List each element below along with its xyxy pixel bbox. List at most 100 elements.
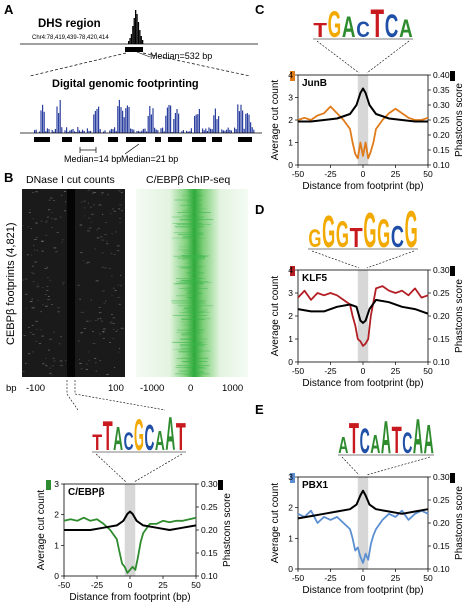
dgf-bar xyxy=(238,111,240,133)
dnase-cut-mark xyxy=(95,370,98,372)
chip-signal-mark xyxy=(172,348,203,350)
dhs-peak-bar xyxy=(132,26,134,44)
dnase-cut-mark xyxy=(83,260,85,262)
dgf-bar xyxy=(120,107,122,133)
dnase-cut-mark xyxy=(31,272,33,274)
chip-signal-mark xyxy=(186,354,194,356)
dgf-bar xyxy=(131,129,133,133)
dnase-cut-mark xyxy=(90,320,92,322)
chip-signal-mark xyxy=(182,195,205,197)
dnase-cut-mark xyxy=(42,304,44,306)
dgf-bar xyxy=(246,113,248,133)
dhs-median-label: Median=532 bp xyxy=(150,51,212,61)
dnase-cut-mark xyxy=(96,237,100,239)
dnase-cut-mark xyxy=(106,374,109,375)
dnase-cut-mark xyxy=(42,287,44,288)
dnase-cut-mark xyxy=(94,248,96,250)
dgf-bar xyxy=(69,130,71,133)
chip-signal-mark xyxy=(175,367,203,369)
dnase-cut-mark xyxy=(112,208,114,210)
chip-signal-mark xyxy=(181,255,204,256)
dnase-cut-mark xyxy=(104,267,107,269)
dgf-signal xyxy=(34,99,255,133)
zoom-line-left xyxy=(29,52,127,77)
dgf-bar xyxy=(94,110,96,133)
dnase-cut-mark xyxy=(95,362,97,364)
dnase-cut-mark xyxy=(93,192,97,193)
dnase-cut-mark xyxy=(33,244,35,246)
chip-signal-mark xyxy=(186,189,202,190)
motif-letter: C xyxy=(391,220,404,254)
dnase-cut-mark xyxy=(35,328,38,330)
dnase-cut-mark xyxy=(80,311,83,313)
dnase-cut-mark xyxy=(99,360,101,361)
dnase-cut-mark xyxy=(94,320,98,322)
dgf-bar xyxy=(243,128,245,133)
motif-letter: A xyxy=(155,425,165,456)
chip-signal-mark xyxy=(174,225,205,227)
chip-signal-mark xyxy=(185,296,196,298)
dnase-cut-mark xyxy=(88,227,92,229)
motif-letter: T xyxy=(371,2,385,46)
dhs-peak-bar xyxy=(133,18,135,44)
motif-letter: G xyxy=(134,411,144,460)
dnase-cut-mark xyxy=(87,351,90,353)
motif-letter: T xyxy=(350,222,363,253)
dgf-bar xyxy=(61,127,63,133)
phastcons-swatch xyxy=(450,71,455,81)
dnase-cut-mark xyxy=(22,225,24,226)
chip-signal-mark xyxy=(188,306,202,308)
chip-signal-mark xyxy=(184,307,199,309)
chip-signal-mark xyxy=(179,267,197,269)
dnase-cut-mark xyxy=(63,210,67,212)
dnase-cut-mark xyxy=(113,367,116,368)
dnase-cut-mark xyxy=(101,252,104,254)
chip-signal-mark xyxy=(189,361,197,363)
y2-tick-label: 0.20 xyxy=(433,311,450,321)
dnase-cut-mark xyxy=(32,351,34,353)
chip-signal-mark xyxy=(187,309,196,311)
footprint-block xyxy=(108,137,118,142)
dgf-bar xyxy=(163,131,165,133)
chip-signal-mark xyxy=(175,332,204,333)
footprint-band xyxy=(357,270,369,362)
y-tick-label: 0 xyxy=(288,357,293,367)
dnase-cut-mark xyxy=(109,268,111,269)
y2-tick-label: 0.15 xyxy=(201,548,218,558)
chip-signal-mark xyxy=(183,309,208,311)
panel-a-letter: A xyxy=(4,2,14,17)
dnase-cut-mark xyxy=(103,303,106,305)
dgf-bar xyxy=(206,130,208,133)
motif-letter: A xyxy=(413,409,423,464)
x-axis-label: Distance from footprint (bp) xyxy=(302,181,423,192)
motif-zoom-line xyxy=(366,456,431,476)
dhs-region-title: DHS region xyxy=(38,18,101,30)
dnase-cut-mark xyxy=(44,305,48,307)
chip-signal-mark xyxy=(179,219,214,220)
y-axis-label: Average cut count xyxy=(270,483,281,564)
dnase-cut-mark xyxy=(38,343,42,344)
dgf-bar xyxy=(194,115,196,133)
dgf-bar xyxy=(235,129,237,133)
dnase-cut-mark xyxy=(64,201,67,203)
chip-signal-mark xyxy=(175,295,199,297)
dnase-cut-mark xyxy=(91,331,94,333)
dnase-cut-mark xyxy=(90,299,92,301)
chip-signal-mark xyxy=(184,287,199,289)
phastcons-swatch xyxy=(218,480,223,490)
dnase-cut-mark xyxy=(64,360,67,362)
dgf-bar xyxy=(40,110,42,133)
motif-letter: T xyxy=(103,412,113,459)
dnase-cut-mark xyxy=(47,277,49,278)
dnase-cut-mark xyxy=(46,216,49,218)
dnase-cut-mark xyxy=(98,227,100,229)
motif-letter: G xyxy=(328,3,342,45)
chip-signal-mark xyxy=(176,365,210,367)
dgf-bar xyxy=(110,128,112,133)
cut-count-line xyxy=(63,516,197,574)
dnase-cut-mark xyxy=(49,338,52,340)
panel-e-letter: E xyxy=(255,402,264,417)
chip-signal-mark xyxy=(179,371,205,372)
y2-tick-label: 0.15 xyxy=(433,145,450,155)
